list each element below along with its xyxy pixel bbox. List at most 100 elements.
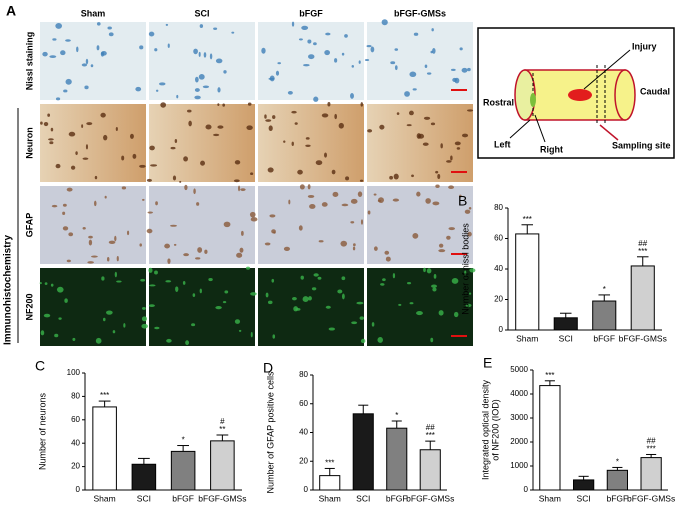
cell [62, 203, 67, 207]
cell [311, 287, 317, 291]
x-tick-label: Sham [516, 333, 538, 343]
y-tick-label: 100 [67, 368, 81, 377]
cell [450, 155, 453, 161]
cell [47, 113, 51, 117]
bar [515, 233, 540, 331]
cell [104, 195, 107, 199]
cell [51, 204, 58, 208]
cell [360, 102, 364, 107]
cell [126, 230, 130, 236]
row-label: NF200 [24, 293, 34, 320]
cell [239, 247, 244, 253]
cell [91, 255, 98, 258]
cell [68, 232, 74, 237]
cell [384, 250, 390, 255]
cell [446, 160, 452, 163]
cell [94, 175, 98, 180]
x-tick-label: bFGF [386, 493, 408, 503]
cell [269, 75, 275, 82]
cell [351, 321, 358, 325]
cell [305, 144, 311, 147]
cell [141, 323, 148, 329]
micrograph [40, 104, 146, 182]
y-tick-label: 20 [71, 462, 80, 471]
cell [307, 184, 311, 190]
cell [250, 217, 258, 222]
cell [42, 51, 48, 57]
cell [450, 68, 456, 72]
cell [416, 191, 421, 197]
x-tick-label: bFGF [593, 333, 615, 343]
y-axis-label: Number of neurons [37, 392, 47, 470]
cell [238, 329, 242, 332]
significance: *** [100, 391, 109, 400]
cell [185, 340, 190, 346]
cell [199, 24, 204, 29]
cell [155, 89, 159, 92]
cell [468, 206, 472, 210]
cell [106, 256, 110, 262]
cell [116, 256, 119, 262]
significance: ## [647, 437, 656, 446]
cell [88, 235, 93, 239]
cell [142, 306, 146, 310]
bar [592, 300, 617, 331]
cell [173, 243, 177, 246]
cell [291, 21, 295, 27]
cell [55, 163, 61, 169]
bar [386, 427, 408, 491]
y-axis-label: of NF200 (IOD) [490, 399, 500, 461]
cell [250, 292, 257, 296]
cell [135, 86, 142, 92]
cell [308, 54, 315, 60]
cell [165, 280, 172, 283]
cell [139, 45, 144, 50]
cell [344, 34, 348, 38]
cell [467, 67, 471, 72]
cell [103, 134, 108, 141]
x-tick-label: bFGF-GMSs [619, 333, 667, 343]
bar [92, 406, 117, 491]
cell [307, 39, 312, 44]
cell [424, 64, 428, 69]
cell [297, 169, 303, 175]
cell [389, 175, 393, 180]
cell [108, 240, 116, 245]
cell [277, 62, 281, 65]
cell [356, 301, 364, 305]
x-tick-label: Sham [539, 493, 561, 503]
y-tick-label: 0 [524, 485, 529, 494]
cell [370, 46, 375, 53]
cell [141, 316, 147, 322]
cell [411, 174, 414, 178]
cell [101, 51, 107, 56]
cell [234, 160, 241, 165]
cell [438, 310, 444, 316]
cell [291, 141, 294, 147]
cell [66, 187, 73, 192]
cell [380, 283, 385, 286]
cell [241, 230, 244, 236]
cell [292, 297, 297, 301]
cell [454, 141, 461, 146]
bar [640, 457, 662, 491]
significance: * [182, 436, 185, 445]
y-tick-label: 60 [299, 399, 308, 408]
cell [49, 55, 57, 59]
cell [431, 28, 434, 32]
cell [182, 280, 186, 285]
cell [396, 112, 400, 116]
y-tick-label: 5000 [510, 365, 528, 374]
cell [101, 276, 105, 281]
x-tick-label: bFGF [607, 493, 629, 503]
cell [264, 114, 267, 119]
diagram-label: Caudal [640, 86, 670, 96]
diagram: Injury Rostral Caudal Left Right Samplin… [477, 27, 675, 159]
cell [149, 145, 155, 151]
cell [438, 243, 444, 248]
cell [394, 48, 399, 51]
column-label: SCI [194, 8, 209, 18]
significance: ** [219, 425, 225, 434]
cell [341, 203, 349, 207]
